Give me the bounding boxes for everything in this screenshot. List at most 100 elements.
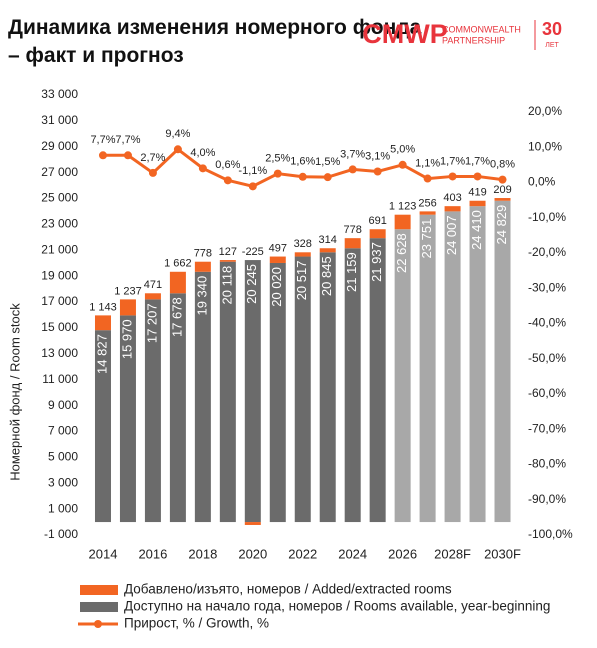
legend-label: Добавлено/изъято, номеров / Added/extrac… xyxy=(124,582,452,597)
y-tick-label: 1 000 xyxy=(48,501,78,515)
y-tick-label: 15 000 xyxy=(41,320,78,334)
value-label: 4,0% xyxy=(190,147,215,159)
value-label: 1,7% xyxy=(465,155,490,167)
legend-swatch xyxy=(94,620,102,628)
y2-tick-label: -80,0% xyxy=(528,457,566,471)
legend-swatch xyxy=(80,602,118,612)
x-tick-label: 2024 xyxy=(338,546,367,561)
y-tick-label: 13 000 xyxy=(41,346,78,360)
value-label: 0,8% xyxy=(490,159,515,171)
y2-tick-label: -10,0% xyxy=(528,210,566,224)
bar-available xyxy=(344,248,361,523)
bar-added xyxy=(94,315,111,331)
growth-marker xyxy=(448,172,457,181)
value-label: 1,6% xyxy=(290,156,315,168)
growth-marker xyxy=(148,168,157,177)
y2-tick-label: -90,0% xyxy=(528,492,566,506)
y2-tick-label: -100,0% xyxy=(528,527,573,541)
growth-marker xyxy=(398,160,407,169)
value-label: 328 xyxy=(294,238,312,250)
y-tick-label: 5 000 xyxy=(48,450,78,464)
value-label: 20 118 xyxy=(219,266,234,305)
y-tick-label: 29 000 xyxy=(41,139,78,153)
value-label: 471 xyxy=(144,279,162,291)
value-label: 24 829 xyxy=(494,205,509,245)
bar-available xyxy=(194,271,211,523)
growth-marker xyxy=(298,172,307,181)
bar-added xyxy=(119,299,136,316)
x-tick-label: 2026 xyxy=(388,546,417,561)
bar-added xyxy=(444,206,461,212)
y2-tick-label: -70,0% xyxy=(528,421,566,435)
bar-added xyxy=(144,293,161,300)
y-axis-label: Номерной фонд / Room stock xyxy=(7,303,22,481)
value-label: 1,5% xyxy=(315,156,340,168)
growth-marker xyxy=(273,169,282,178)
bar-available xyxy=(444,211,461,523)
growth-marker xyxy=(98,151,107,160)
y2-tick-label: -60,0% xyxy=(528,386,566,400)
value-label: 778 xyxy=(344,224,362,236)
growth-marker xyxy=(423,174,432,183)
y-tick-label: 7 000 xyxy=(48,424,78,438)
legend-label: Доступно на начало года, номеров / Rooms… xyxy=(124,599,550,614)
x-tick-label: 2016 xyxy=(138,546,167,561)
growth-marker xyxy=(198,164,207,173)
y-tick-label: 21 000 xyxy=(41,242,78,256)
value-label: -1,1% xyxy=(238,165,267,177)
growth-marker xyxy=(173,145,182,154)
growth-marker xyxy=(373,167,382,176)
logo-text: COMMONWEALTH xyxy=(442,24,521,34)
value-label: 20 517 xyxy=(294,261,309,301)
y-tick-label: 11 000 xyxy=(42,372,78,386)
y-tick-label: 9 000 xyxy=(48,398,78,412)
value-label: 24 007 xyxy=(444,215,459,255)
growth-marker xyxy=(248,182,257,191)
bar-available xyxy=(419,214,436,523)
growth-marker xyxy=(498,175,507,184)
growth-marker xyxy=(123,151,132,160)
value-label: 314 xyxy=(319,234,337,246)
value-label: 5,0% xyxy=(390,144,415,156)
y2-tick-label: -40,0% xyxy=(528,316,566,330)
bar-available xyxy=(244,260,261,523)
value-label: 24 410 xyxy=(469,210,484,250)
value-label: 403 xyxy=(443,192,461,204)
y2-tick-label: 10,0% xyxy=(528,139,562,153)
value-label: 778 xyxy=(194,248,212,260)
bar-available xyxy=(169,293,186,523)
value-label: 0,6% xyxy=(215,159,240,171)
bar-added xyxy=(319,248,336,253)
value-label: 419 xyxy=(468,187,486,199)
bar-available xyxy=(319,252,336,523)
bar-added xyxy=(244,522,261,525)
value-label: 22 628 xyxy=(394,233,409,273)
value-label: 21 159 xyxy=(344,252,359,292)
bar-added xyxy=(344,238,361,249)
value-label: 127 xyxy=(219,246,237,258)
bar-added xyxy=(219,260,236,262)
bar-available xyxy=(219,261,236,523)
value-label: 2,5% xyxy=(265,153,290,165)
bar-added xyxy=(494,198,511,201)
x-tick-label: 2028F xyxy=(434,546,471,561)
value-label: 20 845 xyxy=(319,256,334,296)
bar-available xyxy=(469,206,486,523)
growth-marker xyxy=(323,173,332,182)
value-label: 497 xyxy=(269,242,287,254)
y-tick-label: 25 000 xyxy=(41,191,78,205)
bar-added xyxy=(469,200,486,207)
logo-years: 30 xyxy=(542,19,562,39)
bar-added xyxy=(194,261,211,272)
y2-tick-label: -20,0% xyxy=(528,245,566,259)
x-tick-label: 2014 xyxy=(89,546,118,561)
value-label: 9,4% xyxy=(165,128,190,140)
y-tick-label: -1 000 xyxy=(44,527,78,541)
value-label: 256 xyxy=(418,197,436,209)
y-tick-label: 27 000 xyxy=(41,165,78,179)
y-tick-label: 19 000 xyxy=(41,268,78,282)
y-tick-label: 33 000 xyxy=(41,87,78,101)
value-label: 7,7% xyxy=(115,134,140,146)
legend-swatch xyxy=(80,585,118,595)
